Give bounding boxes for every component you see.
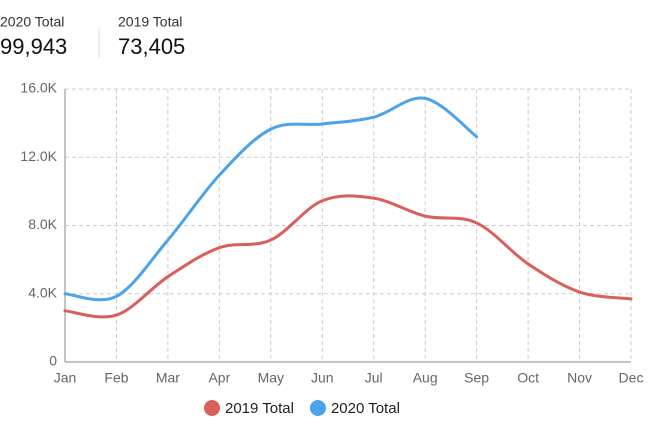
x-tick-label: Feb	[104, 370, 128, 386]
x-tick-label: Mar	[156, 370, 180, 386]
x-tick-label: Sep	[464, 370, 489, 386]
x-tick-label: Jul	[365, 370, 383, 386]
y-tick-label: 4.0K	[28, 284, 57, 300]
y-tick-label: 12.0K	[20, 148, 57, 164]
total-value: 73,405	[118, 34, 185, 59]
legend-label: 2020 Total	[331, 400, 400, 417]
y-tick-label: 8.0K	[28, 216, 57, 232]
total-value: 99,943	[0, 34, 67, 59]
x-tick-label: Nov	[567, 370, 592, 386]
x-tick-label: May	[258, 370, 284, 386]
x-tick-label: Jun	[311, 370, 334, 386]
x-tick-label: Oct	[517, 370, 539, 386]
legend-label: 2019 Total	[225, 400, 294, 417]
x-tick-label: Jan	[54, 370, 77, 386]
x-tick-label: Dec	[619, 370, 644, 386]
line-series	[63, 194, 633, 319]
y-tick-label: 0	[49, 353, 57, 369]
legend-marker	[309, 400, 326, 416]
line-series	[63, 96, 479, 302]
total-label: 2019 Total	[118, 14, 182, 30]
x-tick-label: Aug	[413, 370, 438, 386]
legend-marker	[204, 400, 220, 416]
x-tick-label: Apr	[208, 370, 230, 386]
y-tick-label: 16.0K	[20, 80, 57, 96]
total-label: 2020 Total	[0, 14, 64, 30]
